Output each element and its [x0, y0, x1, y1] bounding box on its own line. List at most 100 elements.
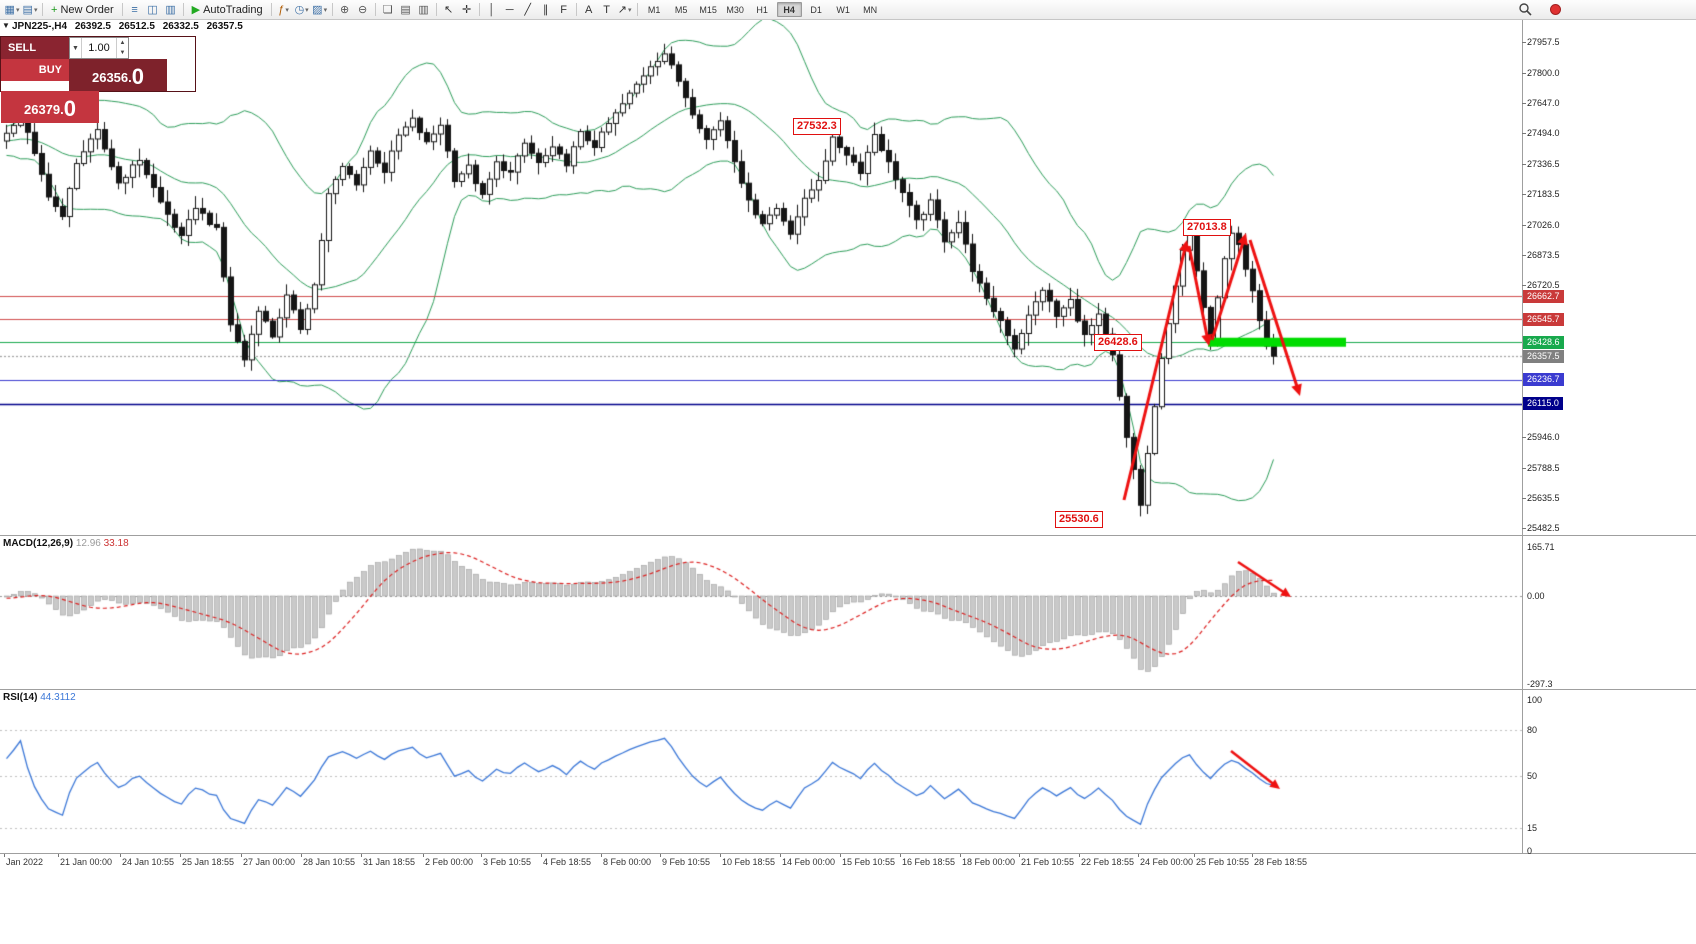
data-window-icon[interactable]: ◫: [144, 2, 162, 18]
new-order-button-glyph: +: [51, 3, 58, 16]
new-chart-icon[interactable]: ▦ ▾: [3, 2, 21, 18]
rsi-panel-divider[interactable]: [0, 689, 1696, 690]
time-axis-tick: [361, 854, 362, 857]
notification-badge[interactable]: [1550, 4, 1561, 15]
sell-price-main: 26356.: [91, 70, 132, 85]
time-axis-tick: [58, 854, 59, 857]
price-axis-tick: [1522, 72, 1526, 74]
price-annotation[interactable]: 25530.6: [1055, 511, 1103, 528]
period-icon[interactable]: ◷ ▾: [293, 2, 311, 18]
navigator-icon-glyph: ▥: [165, 4, 176, 16]
time-axis-label: 16 Feb 18:55: [902, 857, 956, 867]
macd-panel-divider[interactable]: [0, 535, 1696, 536]
vertical-line-icon[interactable]: │: [483, 2, 501, 18]
toolbar-separator: [121, 3, 123, 16]
buy-button[interactable]: BUY: [1, 59, 69, 81]
one-click-trading-panel: SELL ▼ 1.00 ▲ ▼ BUY 26356. 0 26379. 0: [0, 36, 196, 123]
timeframe-mn[interactable]: MN: [863, 4, 878, 15]
sell-button[interactable]: SELL: [1, 37, 69, 59]
time-axis-tick: [301, 854, 302, 857]
timeframe-m15[interactable]: M15: [699, 4, 717, 15]
new-order-button[interactable]: + New Order: [46, 2, 119, 18]
label-icon[interactable]: T: [598, 2, 616, 18]
market-watch-icon[interactable]: ≡: [126, 2, 144, 18]
navigator-icon[interactable]: ▥: [162, 2, 180, 18]
macd-scale-label: 165.71: [1527, 541, 1555, 552]
rsi-scale-label: 15: [1527, 823, 1538, 834]
timeframe-h4[interactable]: H4: [776, 2, 802, 17]
timeframe-m5[interactable]: M5: [674, 4, 688, 15]
price-annotation[interactable]: 26428.6: [1094, 334, 1142, 351]
autotrading-button-glyph: ▶: [191, 4, 201, 16]
add-indicator-icon[interactable]: ƒ ▾: [275, 2, 293, 18]
ohlc-close: 26357.5: [206, 21, 243, 32]
volume-input[interactable]: ▼ 1.00 ▲ ▼: [69, 37, 129, 59]
price-axis-tick: [1522, 193, 1526, 195]
zoom-in-icon-glyph: ⊕: [340, 4, 350, 16]
time-axis-tick: [720, 854, 721, 857]
timeframe-w1[interactable]: W1: [836, 4, 850, 15]
tile-horizontal-icon[interactable]: ▤: [397, 2, 415, 18]
zoom-in-icon[interactable]: ⊕: [336, 2, 354, 18]
chevron-down-icon: ▾: [627, 6, 632, 14]
cascade-windows-icon[interactable]: ❏: [379, 2, 397, 18]
macd-panel-canvas[interactable]: [0, 536, 1522, 688]
crosshair-icon[interactable]: ✛: [458, 2, 476, 18]
toolbar-groups: ▦ ▾ ▤ ▾ + New Order ≡ ◫ ▥ ▶ AutoTrading ƒ ▾ ◷ ▾ ▨ ▾ ⊕ ⊖ ❏ ▤ ▥…: [3, 2, 641, 18]
tile-vertical-icon[interactable]: ▥: [415, 2, 433, 18]
toolbar-separator: [478, 3, 480, 16]
macd-value-signal: 33.18: [103, 538, 129, 549]
price-annotation[interactable]: 27013.8: [1183, 219, 1231, 236]
search-icon[interactable]: [1518, 2, 1532, 21]
zoom-out-icon[interactable]: ⊖: [354, 2, 372, 18]
chart-profiles-icon-glyph: ▤: [22, 4, 33, 16]
horizontal-line-icon[interactable]: ─: [501, 2, 519, 18]
time-axis-label: 3 Feb 10:55: [483, 857, 532, 867]
one-click-collapse-icon[interactable]: ▼: [2, 21, 10, 30]
cursor-icon[interactable]: ↖: [440, 2, 458, 18]
volume-down-icon[interactable]: ▼: [119, 50, 126, 56]
text-icon[interactable]: A: [580, 2, 598, 18]
timeframe-h1[interactable]: H1: [756, 4, 768, 15]
rsi-panel-canvas[interactable]: [0, 690, 1522, 853]
time-axis-tick: [960, 854, 961, 857]
horizontal-line-icon-glyph: ─: [505, 3, 514, 16]
volume-dropdown-icon[interactable]: ▼: [70, 38, 82, 58]
price-tag: 26545.7: [1523, 312, 1564, 326]
price-axis-border: [1522, 20, 1523, 853]
time-axis-tick: [900, 854, 901, 857]
fibonacci-icon[interactable]: F: [555, 2, 573, 18]
chart-profiles-icon[interactable]: ▤ ▾: [21, 2, 39, 18]
price-axis-tick: [1522, 467, 1526, 469]
price-annotation[interactable]: 27532.3: [793, 118, 841, 135]
buy-price[interactable]: 26379. 0: [1, 91, 99, 123]
equidistant-channel-icon[interactable]: ∥: [537, 2, 555, 18]
toolbar-separator: [374, 3, 376, 16]
timeframe-m30[interactable]: M30: [726, 4, 744, 15]
time-axis-tick: [1079, 854, 1080, 857]
price-axis-label: 25946.0: [1527, 431, 1560, 442]
market-watch-icon-glyph: ≡: [131, 3, 138, 16]
autotrading-button[interactable]: ▶ AutoTrading: [187, 2, 268, 18]
time-axis[interactable]: Jan 2022 21 Jan 00:00 24 Jan 10:55 25 Jan 1…: [0, 854, 1696, 872]
price-axis-label: 27647.0: [1527, 97, 1560, 108]
time-axis-label: 24 Jan 10:55: [122, 857, 175, 867]
tile-horizontal-icon-glyph: ▤: [400, 4, 411, 16]
sell-price[interactable]: 26356. 0: [69, 59, 167, 91]
price-axis-tick: [1522, 528, 1526, 529]
templates-icon[interactable]: ▨ ▾: [311, 2, 329, 18]
main-chart-canvas[interactable]: [0, 20, 1522, 535]
time-axis-label: 14 Feb 00:00: [782, 857, 836, 867]
toolbar-separator: [270, 3, 272, 16]
volume-up-icon[interactable]: ▲: [119, 40, 126, 46]
crosshair-icon-glyph: ✛: [462, 4, 472, 16]
price-axis-label: 27957.5: [1527, 37, 1560, 47]
volume-value[interactable]: 1.00: [88, 42, 110, 54]
timeframe-d1[interactable]: D1: [810, 4, 822, 15]
trendline-icon[interactable]: ╱: [519, 2, 537, 18]
symbol-ohlc-line: JPN225-,H4 26392.5 26512.5 26332.5 26357…: [12, 21, 248, 32]
time-axis-label: 9 Feb 10:55: [662, 857, 711, 867]
arrows-tool-icon[interactable]: ↗ ▾: [616, 2, 634, 18]
timeframe-m1[interactable]: M1: [647, 4, 661, 15]
